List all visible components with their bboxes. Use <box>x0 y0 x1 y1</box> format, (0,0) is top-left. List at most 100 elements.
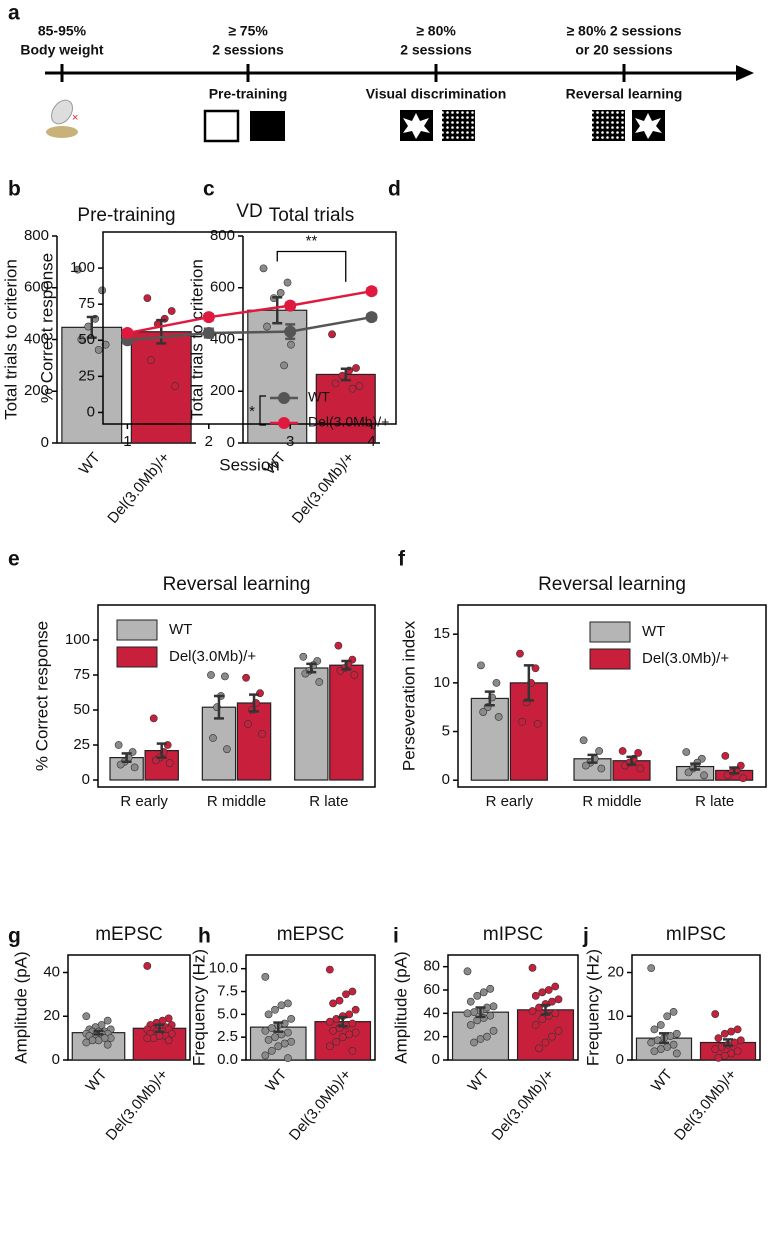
data-point <box>647 964 656 973</box>
data-point <box>274 1042 283 1051</box>
data-point <box>334 641 343 650</box>
data-point <box>264 1036 273 1044</box>
significance-label: ** <box>306 232 318 249</box>
data-point <box>167 307 176 315</box>
data-point <box>345 1030 354 1039</box>
data-point <box>489 1026 498 1035</box>
data-point <box>338 1033 347 1042</box>
data-point <box>143 962 152 970</box>
data-point <box>538 988 547 997</box>
y-tick-label: 10 <box>433 674 450 691</box>
panel: f Reversal learning Perseveration index 0 5 1… <box>398 548 767 810</box>
x-tick-label: 1 <box>123 433 131 450</box>
data-point <box>551 1009 560 1018</box>
data-point <box>261 973 270 981</box>
y-tick-label: 0 <box>41 434 49 451</box>
y-tick-label: 5.0 <box>217 1005 238 1022</box>
data-point <box>276 289 285 297</box>
data-point <box>351 1005 360 1014</box>
y-tick-label: 0.0 <box>217 1051 238 1068</box>
data-point <box>242 673 250 682</box>
x-tick-label: 3 <box>286 433 294 450</box>
data-point <box>82 1038 91 1047</box>
data-point <box>283 278 292 287</box>
data-point <box>329 999 337 1008</box>
data-point <box>332 1037 341 1046</box>
data-point <box>518 717 527 726</box>
white-square <box>203 109 240 143</box>
legend-swatch <box>589 648 631 670</box>
legend-swatch <box>589 621 631 643</box>
x-tick-label: Del(3.0Mb)/+ <box>289 449 358 527</box>
data-point <box>207 671 215 679</box>
y-tick-label: 0 <box>82 771 90 788</box>
star <box>403 113 430 139</box>
data-point <box>483 1032 491 1041</box>
x-tick-label: Del(3.0Mb)/+ <box>671 1066 740 1144</box>
grid-stimulus <box>592 110 625 141</box>
data-point <box>348 1046 357 1055</box>
data-point <box>348 1019 357 1028</box>
data-point <box>650 1047 659 1056</box>
x-tick-label: WT <box>262 1066 290 1095</box>
y-tick-label: 800 <box>24 227 49 244</box>
panel-letter: i <box>393 925 399 948</box>
y-axis-label: Amplitude (pA) <box>391 951 410 1063</box>
data-point <box>533 719 542 728</box>
y-tick-label: 0 <box>52 1051 60 1068</box>
plot-frame <box>97 604 376 788</box>
y-tick-label: 0 <box>87 403 95 420</box>
data-point <box>466 997 475 1006</box>
data-point <box>494 713 503 721</box>
x-tick-label: R early <box>486 793 534 810</box>
data-point <box>299 652 308 661</box>
data-point <box>164 1036 173 1045</box>
y-tick-label: 600 <box>210 279 235 296</box>
x-tick-label: R middle <box>207 793 266 810</box>
data-point <box>476 1035 485 1043</box>
significance-label: * <box>249 403 255 420</box>
plot-frame <box>245 954 376 1061</box>
criterion: 85-95% <box>38 23 87 39</box>
bar <box>470 697 509 781</box>
criterion: 2 sessions <box>400 42 472 58</box>
data-point <box>528 963 537 972</box>
data-point <box>551 982 560 991</box>
legend-label: WT <box>642 623 665 640</box>
data-point <box>82 1012 91 1021</box>
data-point <box>479 988 488 997</box>
data-point <box>149 714 158 723</box>
x-tick-label: WT <box>465 1066 493 1095</box>
y-tick-label: 400 <box>210 330 235 347</box>
data-point <box>329 1026 337 1035</box>
legend-label: Del(3.0Mb)/+ <box>308 414 389 430</box>
data-point <box>544 986 553 994</box>
data-point <box>258 729 266 738</box>
grid-stimulus <box>442 110 475 141</box>
y-tick-label: 60 <box>423 981 440 998</box>
data-point <box>714 1034 723 1043</box>
data-point <box>261 1026 270 1035</box>
panel-letter: h <box>198 925 211 948</box>
plot-frame <box>631 954 761 1061</box>
phase-label: Reversal learning <box>566 86 683 102</box>
x-tick-label: R early <box>120 793 168 810</box>
panel: h mEPSC Frequency (Hz) 0.0 2.5 5.0 7.5 10.0 WTDe… <box>189 924 376 1144</box>
plot-frame <box>457 604 767 788</box>
data-point <box>73 265 82 274</box>
criterion: ≥ 80% <box>416 23 456 39</box>
data-point <box>492 678 501 687</box>
y-tick-label: 2.5 <box>217 1028 238 1045</box>
data-point <box>739 774 747 783</box>
bar <box>509 682 548 781</box>
x-axis-label: Session <box>219 455 279 474</box>
panel: d VD % Correct response 0 25 50 75 100 1 2 3 4 Sessi… <box>37 178 400 475</box>
chart-title: mEPSC <box>277 924 345 945</box>
data-point <box>287 1015 296 1023</box>
y-tick-label: 10 <box>607 1007 624 1024</box>
x-tick-label: R late <box>695 793 734 810</box>
x-tick-label: WT <box>76 449 104 478</box>
data-point <box>271 1033 279 1042</box>
bar <box>71 1032 126 1061</box>
marker <box>365 285 378 298</box>
